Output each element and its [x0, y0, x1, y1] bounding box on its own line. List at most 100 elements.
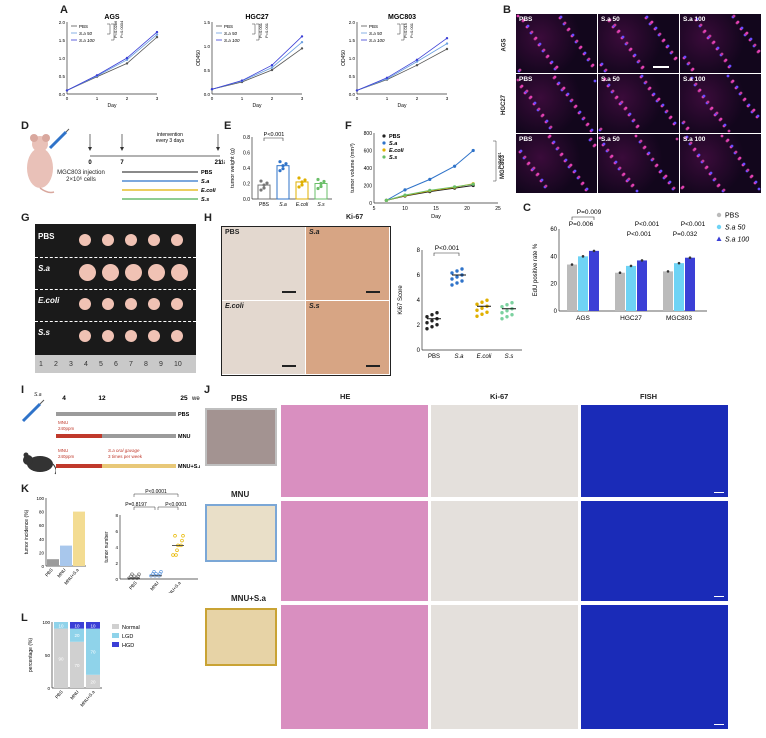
i-tick: 4	[62, 395, 66, 402]
e-ytick: 0.8	[243, 135, 250, 141]
panel-letter-a: A	[60, 4, 68, 16]
c-point	[688, 256, 692, 259]
tumor	[148, 264, 165, 281]
k1-ytick: 100	[36, 496, 44, 501]
tumor	[125, 234, 137, 246]
a-chart-title: AGS	[104, 14, 120, 21]
mouse-icon	[27, 134, 55, 194]
l-segment	[70, 622, 84, 629]
a-point	[125, 58, 129, 61]
c-legend-label: S.a 100	[725, 237, 749, 244]
h-point	[485, 298, 489, 302]
d-group-label: PBS	[201, 170, 213, 176]
k1-ylabel: tumor incidence (%)	[24, 509, 30, 554]
l-segment	[86, 674, 100, 688]
i-mnu-bar	[56, 464, 102, 468]
f-legend-swatch	[382, 134, 386, 138]
h-point	[505, 303, 509, 307]
a-point	[415, 60, 419, 63]
b-cells	[681, 74, 760, 133]
a-point	[415, 58, 419, 61]
e-ytick: 0.2	[243, 182, 250, 188]
k2-pval: P<0.0001	[165, 502, 187, 508]
panel-g-tumor-photo: PBS S.a E.coli S.s 1 2 3 4 5 6 7 8 9 10	[35, 224, 196, 373]
a-chart-title: MGC803	[388, 14, 416, 21]
k2-ytick: 8	[115, 513, 118, 518]
i-group-label: PBS	[178, 412, 190, 418]
e-ytick: 0.6	[243, 151, 250, 157]
h-point	[455, 275, 459, 279]
l-seg-label: 20	[90, 679, 96, 684]
h-cat: PBS	[428, 354, 440, 360]
b-cells	[516, 75, 597, 133]
f-ytick: 0	[369, 201, 372, 207]
tumor	[79, 264, 96, 281]
c-ytick: 20	[550, 282, 557, 288]
e-point	[322, 179, 326, 184]
a-ytick: 0.5	[204, 68, 211, 73]
k2-cat: PBS	[128, 580, 138, 590]
c-point	[640, 259, 644, 262]
j-histology-tile	[580, 404, 729, 498]
b-cells	[598, 74, 677, 132]
c-cat: AGS	[576, 315, 590, 322]
h-point	[485, 310, 489, 314]
j-stomach-photo	[205, 608, 277, 666]
i-mnu-dose-2: 240ppm	[58, 454, 75, 459]
d-tick: 0	[88, 160, 92, 166]
k1-cat: PBS	[44, 567, 54, 577]
d-group-label: S.s	[201, 197, 209, 203]
a-xtick: 1	[241, 96, 244, 101]
a-series-line	[356, 48, 448, 91]
c-pval: P=0.009	[577, 209, 602, 216]
tumor	[171, 298, 183, 310]
scale-bar	[366, 291, 380, 293]
a-xlabel: Day	[253, 103, 262, 109]
d-intervention-2: every 3 days	[156, 138, 185, 144]
e-point	[281, 164, 285, 168]
h-ihc-tile: S.a	[306, 227, 390, 301]
c-bar	[567, 264, 577, 311]
c-legend-marker	[716, 212, 722, 218]
i-group-bar	[56, 464, 176, 468]
h-point	[500, 311, 504, 315]
g-row-label: E.coli	[38, 296, 60, 305]
a-legend-label: S.a 50	[224, 31, 238, 36]
panel-letter-d: D	[21, 120, 29, 132]
e-point	[316, 177, 320, 182]
ruler-number: 5	[99, 361, 103, 368]
syringe-icon	[48, 128, 70, 150]
b-tile-label: S.a 100	[683, 16, 706, 23]
f-xlabel: Day	[431, 214, 441, 220]
panel-letter-h: H	[204, 212, 212, 224]
d-tick: 21	[215, 160, 222, 166]
panel-c-edu-bars: 0 20 40 60 EdU positive rate % AGS HGC27 MGC803…	[533, 209, 749, 322]
h-point	[430, 325, 434, 329]
k2-point	[181, 534, 185, 538]
c-pval: P<0.001	[627, 231, 652, 238]
j-col-title: HE	[340, 392, 351, 401]
h-ihc-tile: E.coli	[222, 301, 306, 375]
a-ytick: 1.0	[349, 56, 356, 61]
a-ytick: 0.0	[349, 92, 356, 97]
tumor	[148, 330, 160, 342]
b-cells	[599, 15, 678, 73]
j-stomach-photo	[205, 504, 277, 562]
k2-point	[129, 574, 133, 578]
a-ytick: 2.0	[349, 20, 356, 25]
i-tick: 12	[98, 395, 106, 402]
a-point	[385, 76, 389, 80]
f-point	[471, 182, 475, 186]
a-pval: P=0.001	[264, 22, 269, 38]
e-cat: E.coli	[296, 202, 309, 208]
c-cat: MGC803	[666, 315, 692, 322]
h-ihc-tile: S.s	[306, 301, 390, 375]
a-xtick: 0	[66, 96, 69, 101]
tumor	[102, 298, 114, 310]
d-arrowhead	[120, 147, 124, 151]
panel-letter-j: J	[204, 384, 211, 396]
c-point	[677, 261, 681, 265]
a-series-line	[66, 36, 158, 91]
c-point	[570, 263, 574, 266]
f-bracket	[493, 140, 497, 182]
